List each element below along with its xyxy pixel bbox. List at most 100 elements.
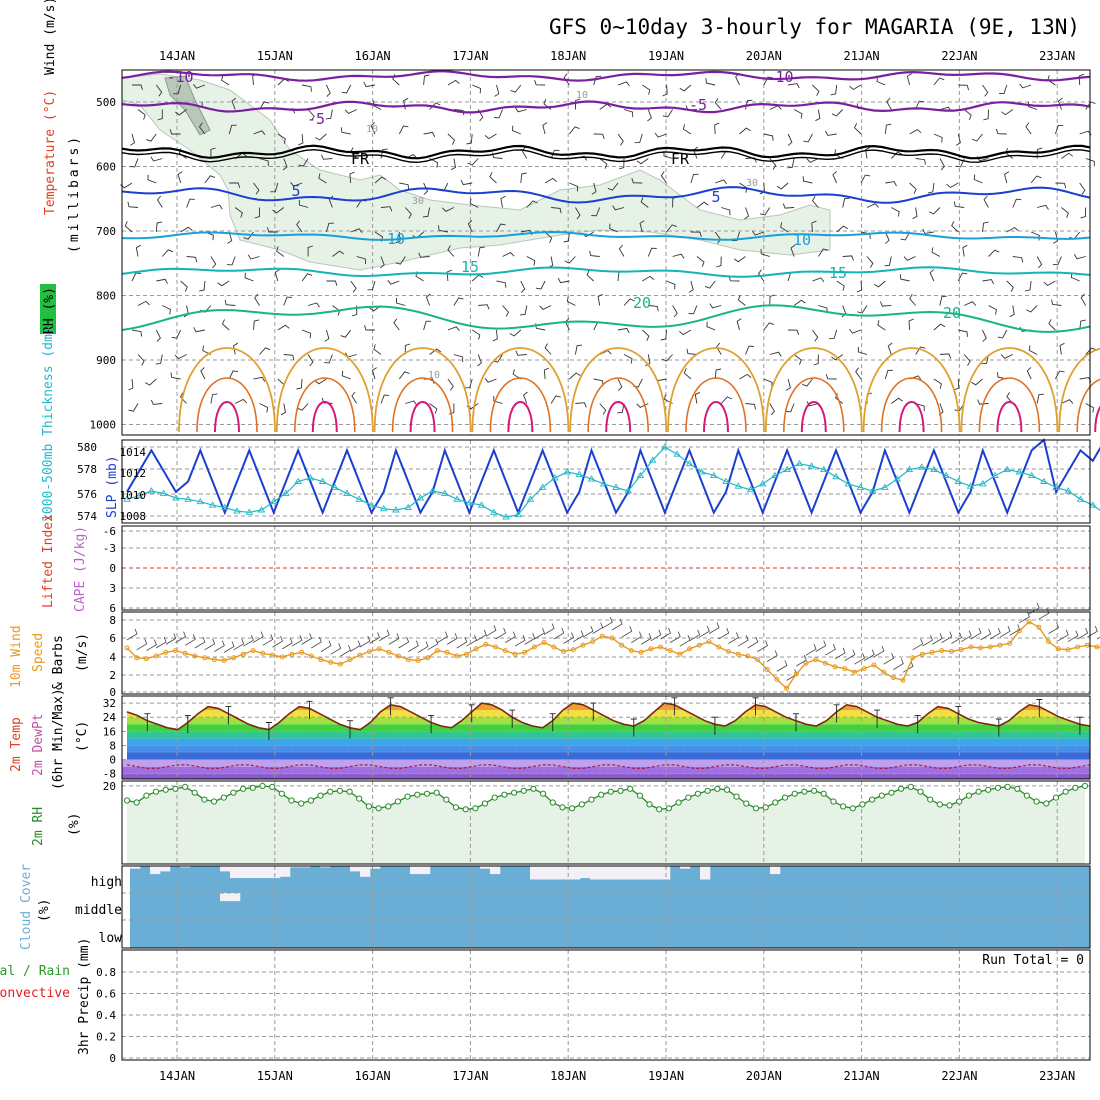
wind-barb xyxy=(831,354,843,361)
wind10m-point xyxy=(852,669,857,675)
wind-barb xyxy=(787,133,793,146)
wind10m-point xyxy=(434,648,440,654)
wind10m-point xyxy=(1094,644,1100,650)
slp-thickness-panel: 580 578 576 574 1014 1012 1010 1008 1000-500mb … xyxy=(41,326,1100,524)
isotherm-25-plume xyxy=(569,347,668,433)
rh2m-point xyxy=(143,792,150,799)
contour-label: 10 xyxy=(366,124,378,135)
wind-barb xyxy=(962,244,968,257)
isotherm-10 xyxy=(121,230,1091,241)
wind10m-barb xyxy=(679,635,691,647)
wind-barb xyxy=(982,279,995,285)
wind-barb xyxy=(802,176,813,184)
wind-barb xyxy=(933,378,942,389)
tick-label: 1012 xyxy=(120,467,147,480)
wind-barb xyxy=(1009,305,1015,318)
wind-barb xyxy=(509,329,522,337)
rh2m-point xyxy=(385,803,392,810)
wind-barb xyxy=(1053,231,1059,244)
wind-barb xyxy=(1048,319,1056,331)
thickness-marker xyxy=(257,506,266,513)
rh2m-point xyxy=(1072,784,1079,791)
wind-barb xyxy=(1030,175,1042,184)
wind10m-point xyxy=(522,649,528,655)
wind-barb xyxy=(802,378,813,387)
wind-barb xyxy=(179,392,187,404)
wind-barb xyxy=(915,158,926,165)
thickness-marker xyxy=(208,501,217,508)
thickness-marker xyxy=(428,487,437,494)
wind-barb xyxy=(198,122,206,135)
wind-barb xyxy=(447,326,460,331)
rh2m-point xyxy=(491,794,498,801)
wind-barb xyxy=(162,305,171,315)
wind10m-point xyxy=(415,658,421,663)
rh2m-point xyxy=(714,785,721,792)
wind-barb xyxy=(672,305,678,318)
temp-band xyxy=(127,752,1090,760)
rh2m-point xyxy=(1014,785,1021,792)
rh2m-point xyxy=(994,784,1002,791)
thickness-marker xyxy=(135,491,143,499)
wind10m-point xyxy=(454,653,460,659)
wind-barb xyxy=(769,403,775,416)
wind-barb xyxy=(954,378,960,391)
thickness-marker xyxy=(404,503,412,511)
wind-barb xyxy=(739,373,752,380)
cloud-clear-high xyxy=(490,866,501,875)
wind-barb xyxy=(469,198,479,208)
date-label-top: 21JAN xyxy=(844,49,880,63)
wind-barb xyxy=(564,256,576,264)
wind-barb xyxy=(466,133,473,145)
wind-barb xyxy=(210,256,217,269)
wind-barb xyxy=(344,109,357,114)
wind-barb xyxy=(803,133,813,143)
wind-barb xyxy=(1059,342,1065,355)
cloud-clear-high xyxy=(370,866,381,869)
wind-barb xyxy=(325,222,334,233)
isotherm-30-plume xyxy=(587,377,649,433)
wind-barb xyxy=(1005,148,1014,159)
wind10m-point xyxy=(890,675,896,681)
wind10m-point xyxy=(260,650,266,656)
wind10m-point xyxy=(502,648,508,654)
wind10m-point xyxy=(231,655,237,661)
tick-label: 16 xyxy=(103,725,116,738)
date-label-top: 14JAN xyxy=(159,49,195,63)
contour-label: 15 xyxy=(461,258,479,276)
pressure-axis-ticks: 500 600 700 800 900 1000 xyxy=(90,96,117,432)
wind10m-point xyxy=(551,644,557,650)
cape-grid xyxy=(122,526,1090,610)
wind10m-barb xyxy=(844,649,856,661)
rh2m-point xyxy=(685,794,692,801)
wind10m-barb xyxy=(1009,624,1021,636)
wind-barb xyxy=(860,174,871,184)
wind10m-point xyxy=(318,657,324,663)
cape-ylabel: CAPE (J/kg) xyxy=(73,526,88,612)
wind-barb xyxy=(1012,198,1022,208)
cloud-clear-high xyxy=(320,866,331,868)
thickness-marker xyxy=(514,510,522,518)
wind10m-point xyxy=(570,647,576,653)
wind-barb xyxy=(543,367,550,380)
isotherm-30-plume xyxy=(978,377,1041,433)
wind10m-point xyxy=(1026,619,1032,625)
wind10m-point xyxy=(1075,644,1081,650)
date-label-top: 22JAN xyxy=(941,49,977,63)
wind10m-point xyxy=(638,649,644,655)
minmax-whisker xyxy=(306,700,313,719)
rh2m-point xyxy=(182,783,189,791)
slp-grid xyxy=(122,440,1090,523)
wind10m-barb xyxy=(863,649,875,661)
wind-barb xyxy=(130,133,136,146)
isotherm-35-plume xyxy=(214,401,240,433)
wind-barb xyxy=(631,177,643,184)
wind10m-point xyxy=(687,646,693,652)
wind-barb xyxy=(811,220,817,233)
wind-barb xyxy=(612,205,625,211)
wind-barb xyxy=(903,256,916,261)
cold-band xyxy=(122,759,1090,767)
cloud-clear-high xyxy=(280,866,291,877)
wind-barb xyxy=(150,156,163,162)
wind10m-barb xyxy=(941,631,953,643)
